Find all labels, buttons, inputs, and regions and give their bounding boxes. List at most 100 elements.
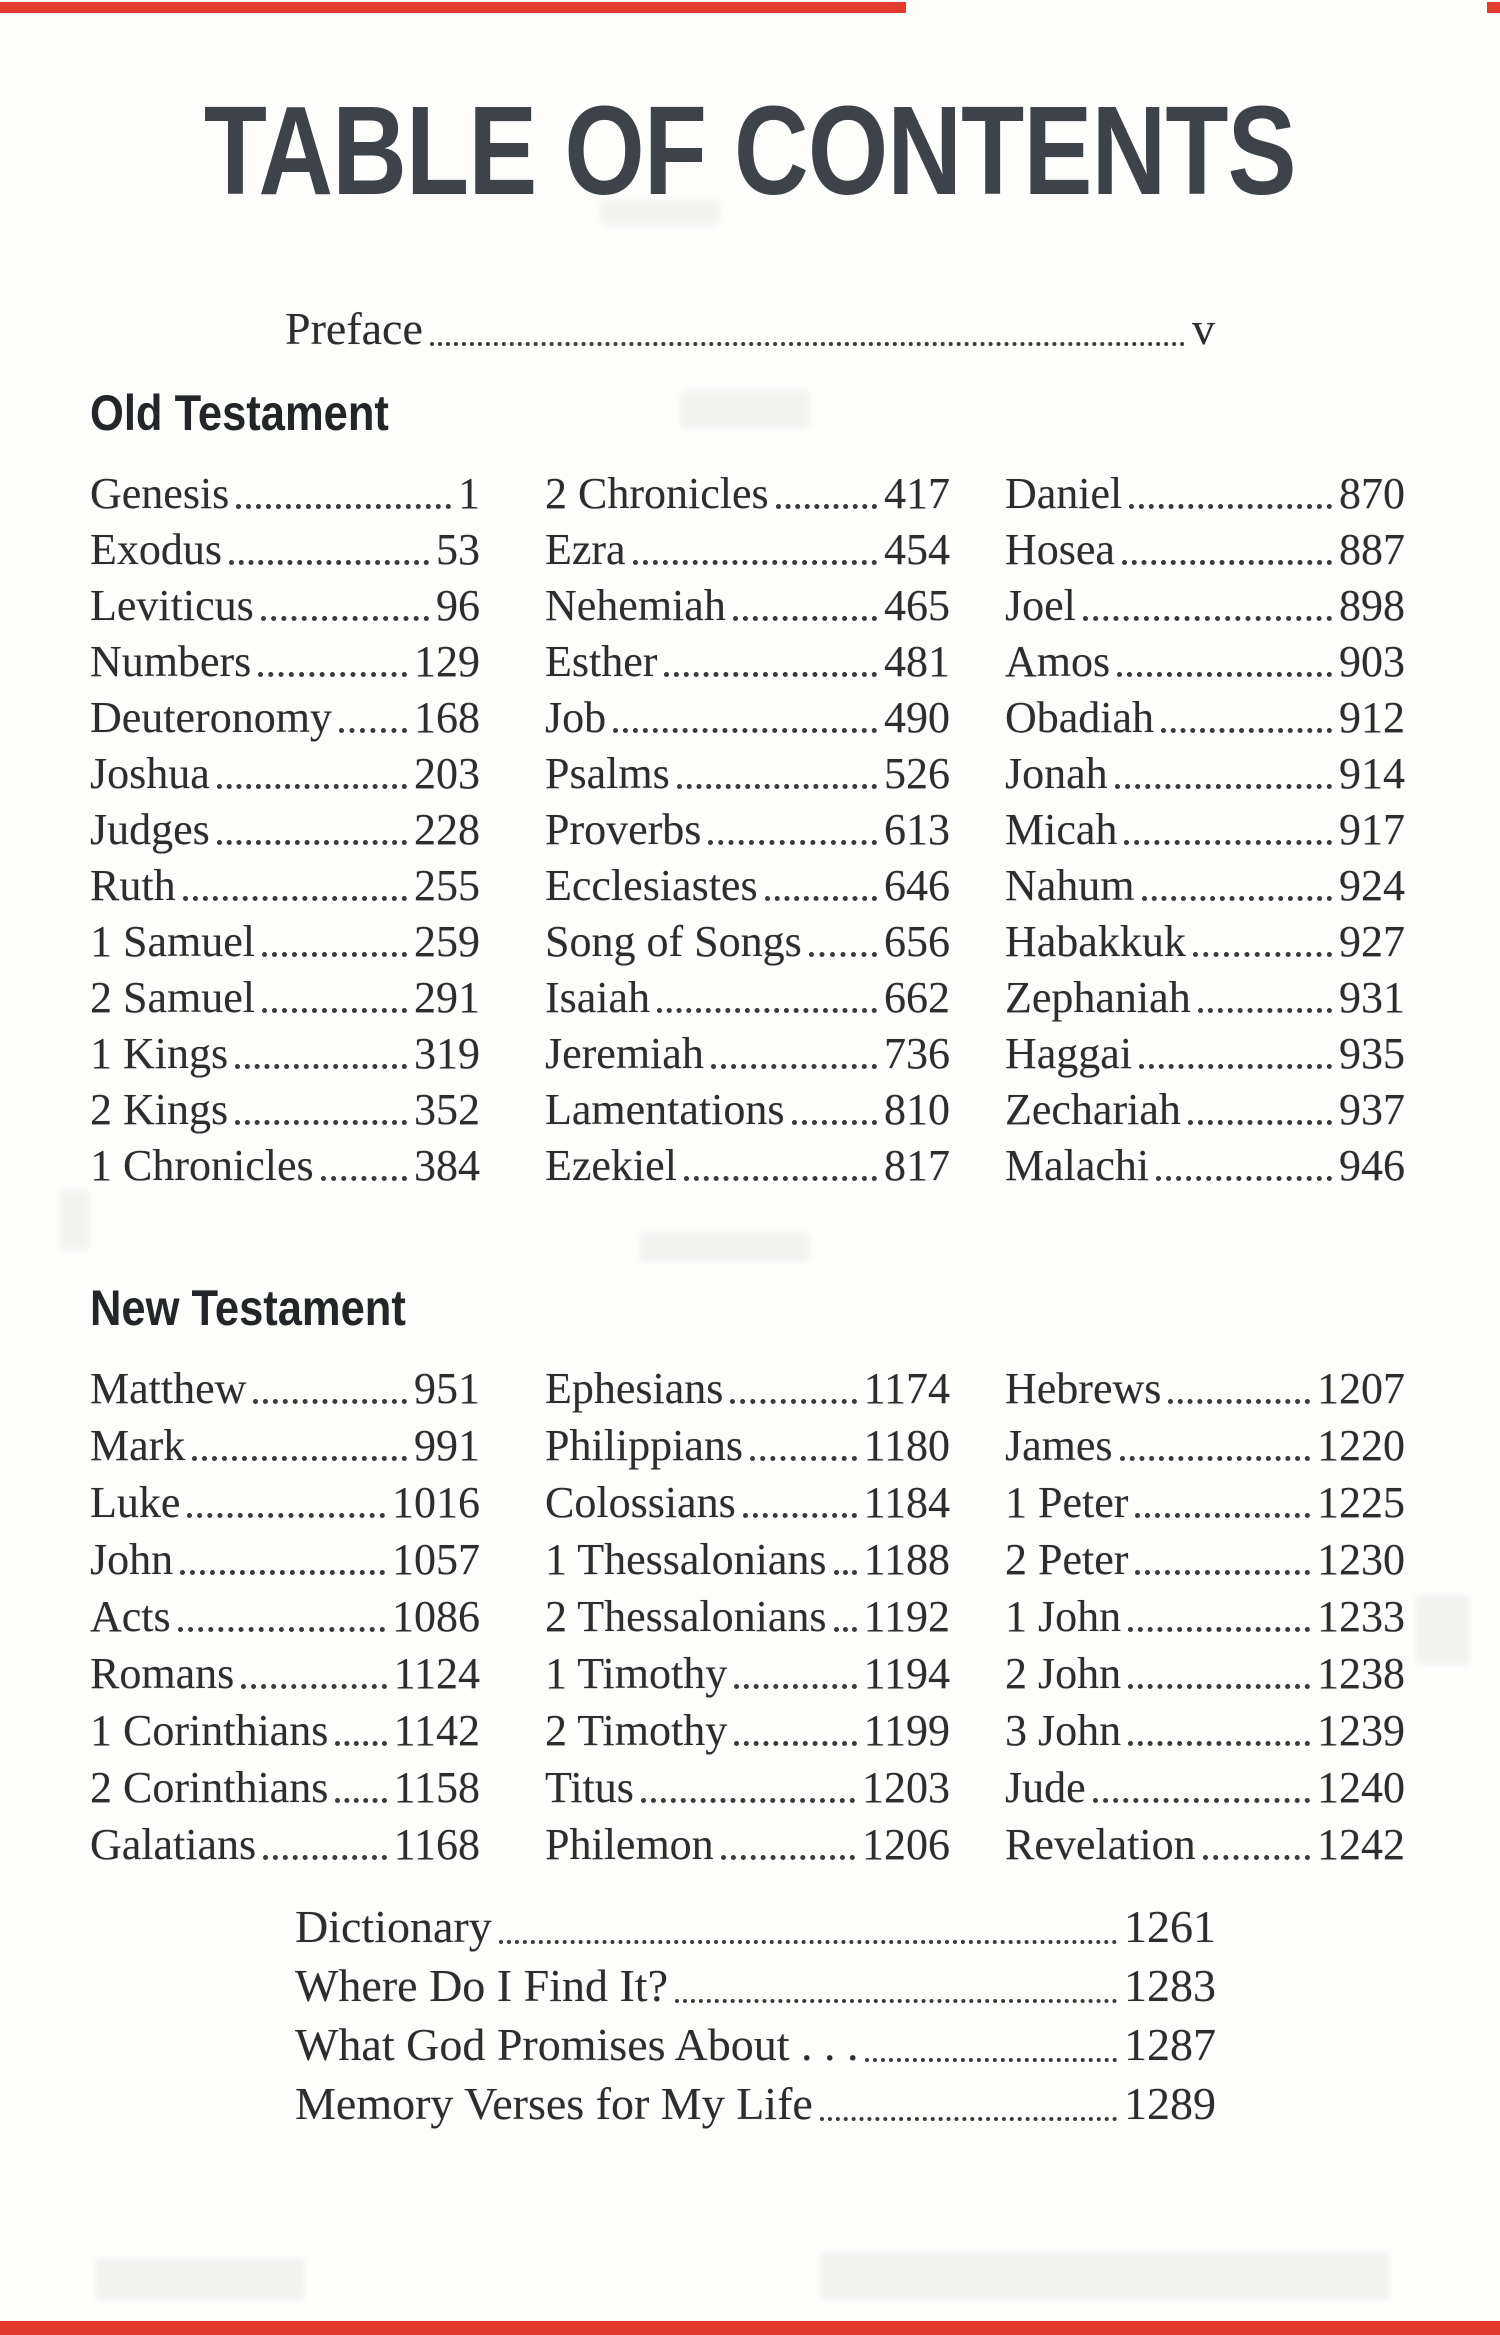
toc-column: Ephesians 1174 Philippians 1180 Colossia…: [545, 1356, 950, 1869]
dot-leader: [613, 728, 877, 733]
page-number: 937: [1339, 1085, 1405, 1135]
dot-leader: [1135, 1513, 1310, 1518]
book-name: Hosea: [1005, 525, 1115, 575]
dot-leader: [730, 1399, 857, 1404]
toc-row: Acts 1086: [90, 1584, 480, 1641]
dot-leader: [180, 1570, 385, 1575]
toc-row: Proverbs 613: [545, 798, 950, 854]
toc-row: Colossians 1184: [545, 1470, 950, 1527]
page-number: 1240: [1317, 1763, 1405, 1813]
scan-artifact-red-strip-bottom: [0, 2321, 1500, 2335]
book-name: Luke: [90, 1478, 181, 1528]
book-name: Song of Songs: [545, 917, 802, 967]
book-name: Amos: [1005, 637, 1111, 687]
dot-leader: [683, 1176, 877, 1181]
dot-leader: [429, 342, 1185, 346]
toc-row: Ruth 255: [90, 854, 480, 910]
preface-row: Preface v: [285, 298, 1215, 354]
toc-row: Ephesians 1174: [545, 1356, 950, 1413]
toc-row: Numbers 129: [90, 630, 480, 686]
dot-leader: [1139, 1064, 1332, 1069]
book-name: Malachi: [1005, 1141, 1150, 1191]
dot-leader: [498, 1940, 1117, 1944]
page-number: 1230: [1317, 1535, 1405, 1585]
book-name: Matthew: [90, 1364, 247, 1414]
book-name: Obadiah: [1005, 693, 1155, 743]
page-number: 465: [884, 581, 950, 631]
dot-leader: [216, 784, 407, 789]
dot-leader: [1124, 840, 1332, 845]
scan-noise: [820, 2252, 1390, 2300]
toc-row: Obadiah 912: [1005, 686, 1405, 742]
toc-row: 2 Timothy 1199: [545, 1698, 950, 1755]
section-heading-old-testament: Old Testament: [90, 388, 1500, 438]
page-number: 817: [884, 1141, 950, 1191]
toc-column: Daniel 870 Hosea 887 Joel 898 Amos 903 O…: [1005, 462, 1405, 1190]
dot-leader: [675, 1999, 1117, 2003]
toc-row: Memory Verses for My Life 1289: [295, 2070, 1216, 2129]
book-name: 1 Timothy: [545, 1649, 728, 1699]
dot-leader: [1121, 560, 1332, 565]
dot-leader: [263, 1855, 387, 1860]
book-name: Haggai: [1005, 1029, 1133, 1079]
toc-row: 2 Kings 352: [90, 1078, 480, 1134]
toc-row: 2 Peter 1230: [1005, 1527, 1405, 1584]
toc-row: 2 Corinthians 1158: [90, 1755, 480, 1812]
dot-leader: [764, 896, 877, 901]
page-number: 1124: [393, 1649, 480, 1699]
book-name: 2 John: [1005, 1649, 1122, 1699]
dot-leader: [1128, 1741, 1310, 1746]
dot-leader: [1128, 1684, 1310, 1689]
page-number: 481: [884, 637, 950, 687]
toc-row: Joshua 203: [90, 742, 480, 798]
dot-leader: [1197, 1008, 1332, 1013]
page-number: 1206: [862, 1820, 950, 1870]
book-name: Colossians: [545, 1478, 736, 1528]
book-name: Daniel: [1005, 469, 1123, 519]
book-name: 1 Kings: [90, 1029, 229, 1079]
toc-row: Matthew 951: [90, 1356, 480, 1413]
page-number: 1239: [1317, 1706, 1405, 1756]
page-number: 1199: [863, 1706, 950, 1756]
dot-leader: [260, 616, 429, 621]
page-title-row: TABLE OF CONTENTS: [0, 88, 1500, 214]
dot-leader: [808, 952, 877, 957]
toc-row: Mark 991: [90, 1413, 480, 1470]
page-number: 613: [884, 805, 950, 855]
section-heading-label: New Testament: [90, 1280, 406, 1336]
page-number: 656: [884, 917, 950, 967]
page-number: 53: [436, 525, 480, 575]
book-name: Psalms: [545, 749, 670, 799]
dot-leader: [335, 1741, 387, 1746]
toc-row: Philemon 1206: [545, 1812, 950, 1869]
toc-row: 2 Samuel 291: [90, 966, 480, 1022]
dot-leader: [742, 1513, 857, 1518]
dot-leader: [708, 840, 877, 845]
page-number: 384: [414, 1141, 480, 1191]
book-name: Zechariah: [1005, 1085, 1181, 1135]
page-number: 490: [884, 693, 950, 743]
page-number: 417: [884, 469, 950, 519]
toc-row: 1 Peter 1225: [1005, 1470, 1405, 1527]
section-heading-label: Old Testament: [90, 385, 389, 441]
toc-row: Deuteronomy 168: [90, 686, 480, 742]
dot-leader: [1114, 784, 1332, 789]
dot-leader: [235, 1120, 407, 1125]
book-name: Ephesians: [545, 1364, 724, 1414]
book-name: Acts: [90, 1592, 171, 1642]
book-name: Philemon: [545, 1820, 714, 1870]
toc-row: Job 490: [545, 686, 950, 742]
dot-leader: [1202, 1855, 1310, 1860]
book-name: Ezra: [545, 525, 626, 575]
toc-row: 1 Kings 319: [90, 1022, 480, 1078]
toc-row: 1 Timothy 1194: [545, 1641, 950, 1698]
book-name: Lamentations: [545, 1085, 785, 1135]
dot-leader: [732, 616, 877, 621]
book-name: Joshua: [90, 749, 210, 799]
toc-row: Hebrews 1207: [1005, 1356, 1405, 1413]
page-number: 228: [414, 805, 480, 855]
page-number: 319: [414, 1029, 480, 1079]
page-number: 1188: [863, 1535, 950, 1585]
toc-row: Jeremiah 736: [545, 1022, 950, 1078]
scan-artifact-red-strip-top-right: [1487, 2, 1500, 13]
